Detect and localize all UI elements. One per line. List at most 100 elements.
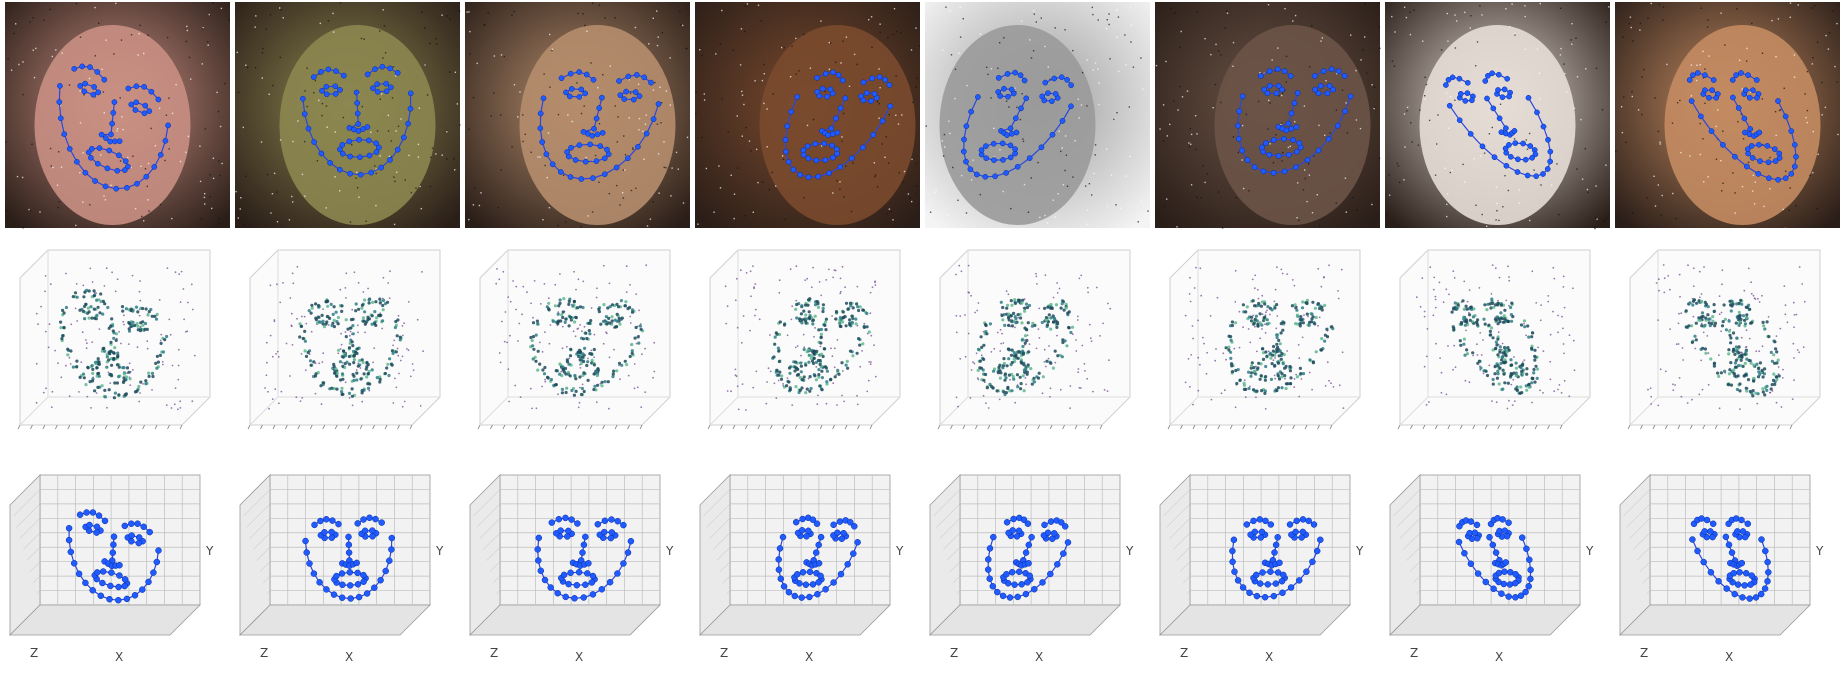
cloud-cluster-point [1268,352,1272,356]
cloud-noise-point [870,334,873,337]
cloud-cluster-point [371,300,375,304]
cloud-noise-point [627,374,630,377]
cloud-cluster-point [1462,342,1466,346]
cloud-noise-point [975,352,978,355]
cloud-cluster-point [1729,336,1733,340]
cloud-cluster-point [1002,390,1006,394]
cloud-noise-point [575,288,577,291]
cloud-noise-point [1284,377,1286,380]
plot-landmark-point [1003,519,1011,526]
cloud-cluster-point [103,349,107,353]
cloud-cluster-point [1501,354,1505,359]
cloud-noise-point [185,330,187,333]
cloud-cluster-point [600,384,604,388]
cloud-cluster-point [1520,369,1524,373]
cloud-cluster-point [817,373,821,377]
cloud-noise-point [1508,276,1510,278]
cloud-cluster-point [581,352,585,356]
plot-landmark-point [1486,533,1493,541]
cloud-noise-point [1047,357,1050,360]
cloud-noise-point [45,387,47,390]
plot-landmark-point [1272,580,1280,587]
plot-landmark-point [382,567,389,575]
cloud-noise-point [1755,350,1758,353]
grid-line [496,590,501,595]
photo-panel-2 [235,2,461,228]
cloud-cluster-point [821,354,825,359]
cloud-noise-point [1700,359,1703,362]
cloud-noise-point [394,377,396,380]
plot-landmark-point [1279,589,1286,597]
photo-landmark-point [1502,145,1509,152]
plot-landmark-point [354,581,362,588]
photo-landmark-point [1738,70,1744,76]
photo-landmark-point [576,94,583,100]
cloud-cluster-point [355,347,359,351]
cloud-noise-point [1677,322,1680,325]
plot-landmark-point [1730,569,1737,577]
cloud-cluster-point [1749,361,1753,365]
cloud-cluster-point [834,317,838,321]
cloud-noise-point [340,332,342,335]
grid-line [936,503,961,528]
photo-landmark-point [1775,176,1781,183]
cloud-noise-point [127,343,130,345]
cloud-noise-point [1001,332,1003,335]
cloud-cluster-point [1504,360,1508,364]
photo-landmark-point [1469,97,1475,104]
cloud-noise-point [314,362,317,365]
cloud-noise-point [275,353,277,355]
cloud-noise-point [1108,359,1110,362]
cloud-noise-point [397,314,400,317]
cloud-noise-point [1539,389,1541,392]
cloud-cluster-point [1745,389,1749,393]
cloud-cluster-point [561,315,565,320]
plot-landmark-point [1026,572,1033,580]
cloud-noise-point [1562,327,1564,330]
cloud-cluster-point [111,351,116,355]
photo-landmark-point [995,75,1002,81]
cloud-noise-point [1056,292,1059,294]
cloud-cluster-point [1497,317,1501,321]
cloud-cluster-point [1511,315,1515,319]
cloud-noise-point [269,284,272,287]
cloud-cluster-point [834,310,839,314]
axis-label-z: Z [1410,646,1418,660]
cloud-cluster-point [569,315,573,319]
cloud-cluster-point [146,313,150,317]
plot-landmark-point [541,576,549,584]
cloud-noise-point [160,333,163,336]
photo-landmark-point [1690,72,1696,78]
grid-line [943,532,961,550]
grid-line [29,561,41,572]
photo-landmark-point [983,155,990,162]
cloud-noise-point [75,283,78,285]
cloud-cluster-point [581,337,586,341]
photo-landmark-point [1756,129,1763,136]
cloud-cluster-point [586,378,590,382]
plot-landmark-point [302,537,309,545]
cloud-cluster-point [1280,351,1284,356]
cloud-cluster-point [1701,346,1705,350]
photo-landmark-point [114,167,121,174]
cloud-noise-point [289,297,292,299]
axis-label-y: Y [435,544,444,558]
cloud-noise-point [810,286,813,289]
cloud-cluster-point [125,366,130,370]
cloud-noise-point [1222,352,1225,355]
cloud-noise-point [166,267,169,269]
photo-landmark-point [142,102,149,109]
cloud-noise-point [1197,389,1200,392]
cloud-noise-point [76,320,79,322]
cloud-cluster-point [1463,353,1467,357]
plot-landmark-point [776,545,784,552]
cloud-cluster-point [398,335,402,339]
cloud-cluster-point [165,334,169,339]
cloud-tick [272,424,276,430]
cloud-cluster-point [804,363,808,367]
cloud-cluster-point [841,310,845,314]
cloud-tick [334,424,338,430]
photo-landmark-point [604,146,610,153]
cloud-cluster-point [611,375,615,379]
cloud-cluster-point [141,320,145,324]
